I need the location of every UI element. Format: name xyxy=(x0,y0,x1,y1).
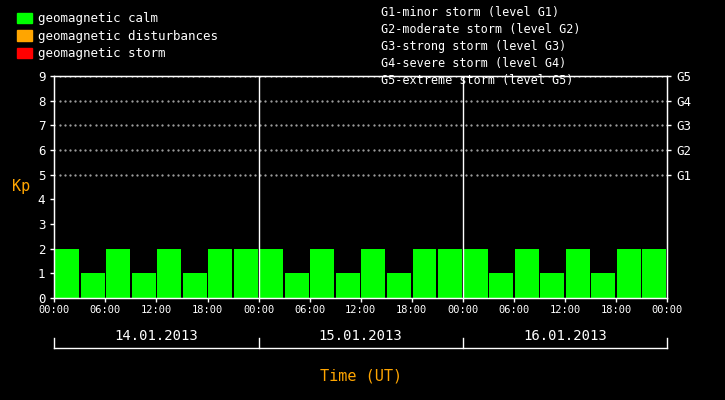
Text: 15.01.2013: 15.01.2013 xyxy=(319,329,402,343)
Bar xyxy=(362,249,386,298)
Bar xyxy=(80,273,104,298)
Bar xyxy=(438,249,462,298)
Text: 14.01.2013: 14.01.2013 xyxy=(115,329,199,343)
Bar xyxy=(642,249,666,298)
Bar xyxy=(183,273,207,298)
Text: G1-minor storm (level G1)
G2-moderate storm (level G2)
G3-strong storm (level G3: G1-minor storm (level G1) G2-moderate st… xyxy=(381,6,580,87)
Bar xyxy=(285,273,309,298)
Bar xyxy=(234,249,258,298)
Bar xyxy=(413,249,436,298)
Bar xyxy=(208,249,232,298)
Legend: geomagnetic calm, geomagnetic disturbances, geomagnetic storm: geomagnetic calm, geomagnetic disturbanc… xyxy=(17,12,218,60)
Bar xyxy=(336,273,360,298)
Bar xyxy=(540,273,564,298)
Bar xyxy=(617,249,641,298)
Bar xyxy=(157,249,181,298)
Bar xyxy=(566,249,589,298)
Bar xyxy=(260,249,283,298)
Bar xyxy=(515,249,539,298)
Text: 16.01.2013: 16.01.2013 xyxy=(523,329,607,343)
Bar xyxy=(55,249,79,298)
Bar xyxy=(132,273,156,298)
Bar xyxy=(463,249,487,298)
Text: Time (UT): Time (UT) xyxy=(320,368,402,384)
Bar xyxy=(106,249,130,298)
Text: Kp: Kp xyxy=(12,180,30,194)
Bar xyxy=(591,273,616,298)
Bar xyxy=(489,273,513,298)
Bar xyxy=(387,273,411,298)
Bar xyxy=(310,249,334,298)
